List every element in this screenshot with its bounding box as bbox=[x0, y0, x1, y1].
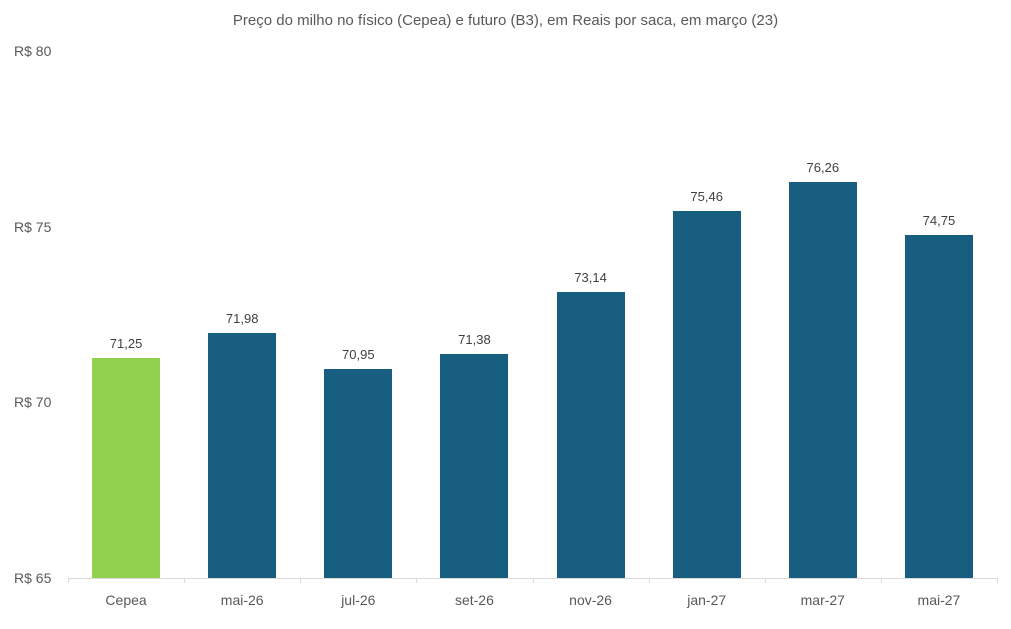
x-axis-tick bbox=[68, 578, 69, 583]
x-axis-tick bbox=[416, 578, 418, 583]
bar-cepea bbox=[92, 358, 161, 578]
bar-set-26 bbox=[440, 353, 509, 578]
x-tick-label: mai-26 bbox=[220, 592, 264, 608]
x-tick-label: mai-27 bbox=[917, 592, 961, 608]
data-label: 71,25 bbox=[109, 336, 143, 352]
x-axis-tick bbox=[184, 578, 186, 583]
bar-nov-26 bbox=[556, 292, 625, 578]
bar-mar-27 bbox=[788, 182, 857, 578]
data-label: 76,26 bbox=[806, 160, 840, 176]
x-axis-tick bbox=[300, 578, 302, 583]
chart-title: Preço do milho no físico (Cepea) e futur… bbox=[232, 12, 779, 29]
bar-jan-27 bbox=[672, 210, 741, 578]
y-tick-label: R$ 65 bbox=[14, 570, 52, 586]
x-axis-tick bbox=[764, 578, 766, 583]
x-tick-label: jan-27 bbox=[687, 592, 727, 608]
data-label: 73,14 bbox=[574, 270, 607, 285]
data-label: 74,75 bbox=[922, 213, 956, 229]
data-label: 71,98 bbox=[225, 310, 259, 326]
x-tick-label: Cepea bbox=[105, 592, 147, 608]
bar-jul-26 bbox=[324, 368, 393, 578]
bar-mai-27 bbox=[904, 235, 973, 578]
data-label: 71,38 bbox=[458, 331, 491, 347]
x-axis-tick bbox=[997, 578, 998, 583]
y-tick-label: R$ 75 bbox=[14, 218, 52, 235]
bar-mai-26 bbox=[208, 332, 277, 578]
x-tick-label: jul-26 bbox=[341, 592, 376, 608]
data-label: 70,95 bbox=[342, 346, 375, 362]
x-tick-label: mar-27 bbox=[800, 592, 845, 608]
x-axis-tick bbox=[648, 578, 650, 583]
y-tick-label: R$ 70 bbox=[14, 394, 52, 411]
y-tick-label: R$ 80 bbox=[14, 43, 52, 59]
x-axis-tick bbox=[880, 578, 882, 583]
x-tick-label: set-26 bbox=[454, 592, 494, 608]
x-axis-tick bbox=[532, 578, 534, 583]
data-label: 75,46 bbox=[690, 188, 723, 204]
x-tick-label: nov-26 bbox=[569, 592, 612, 608]
